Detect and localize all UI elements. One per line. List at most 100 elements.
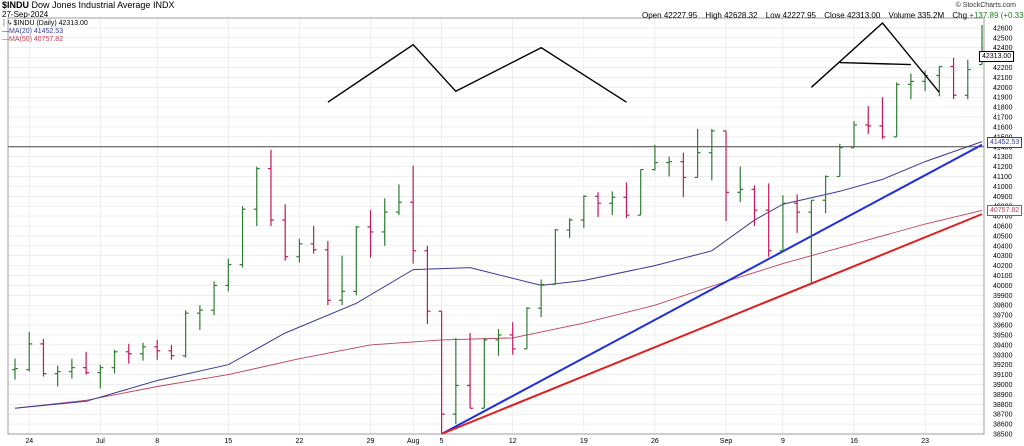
ohlc-bar [83, 351, 90, 375]
chart-date: 27-Sep-2024 [2, 10, 49, 19]
ohlc-bar [879, 97, 886, 139]
x-tick-label: Aug [407, 438, 420, 445]
close-value: 42313.00 [846, 11, 881, 20]
ma20-line [14, 141, 983, 409]
y-tick-label: 38500 [993, 432, 1013, 439]
legend-price-label: $INDU (Daily) 42313.00 [13, 20, 88, 27]
close-price-tag: 42313.00 [979, 51, 1015, 63]
legend-ma50-swatch: — [2, 36, 9, 43]
ohlc-bar [751, 185, 758, 226]
x-tick-label: Jul [96, 438, 105, 445]
x-tick-label: 8 [155, 438, 159, 445]
y-tick-label: 38800 [993, 402, 1013, 409]
x-tick-label: 19 [580, 438, 588, 445]
x-tick-label: 12 [509, 438, 517, 445]
ohlc-bar [907, 73, 914, 100]
ohlc-bar [865, 106, 872, 134]
ohlc-bar [708, 128, 715, 181]
chart-title: $INDU Dow Jones Industrial Average INDX [2, 1, 174, 10]
y-tick-label: 40100 [993, 273, 1013, 280]
legend-price: ⏐↳ $INDU (Daily) 42313.00 [2, 19, 88, 28]
red-trendline [441, 213, 983, 435]
legend-ma50-label: MA(50) 40757.82 [9, 36, 64, 43]
ohlc-bar [950, 57, 957, 100]
ohlc-bar [367, 210, 374, 258]
ohlc-bar [225, 258, 232, 292]
x-tick-label: 24 [25, 438, 33, 445]
y-tick-label: 41900 [993, 95, 1013, 102]
y-tick-label: 42000 [993, 85, 1013, 92]
ohlc-bar [139, 342, 146, 361]
x-tick-label: Sep [720, 438, 733, 445]
y-tick-label: 40500 [993, 233, 1013, 240]
y-tick-label: 41100 [993, 174, 1012, 181]
ohlc-bar [424, 245, 431, 325]
low-label: Low [765, 11, 781, 20]
y-tick-label: 38600 [993, 422, 1013, 429]
y-tick-label: 42100 [993, 75, 1013, 82]
y-tick-label: 38900 [993, 392, 1013, 399]
ohlc-bar [111, 349, 118, 374]
x-tick-label: 22 [296, 438, 304, 445]
ohlc-bar [666, 156, 673, 177]
ohlc-bar [282, 204, 289, 261]
ohlc-bar [381, 198, 388, 246]
ohlc-bar [296, 238, 303, 263]
x-axis: 24 Jul 8 15 22 29 Aug 5 12 19 26 Sep 9 16 23 [25, 438, 929, 445]
ohlc-bar [964, 59, 971, 100]
ohlc-bar [523, 307, 530, 350]
legend-ma20: —MA(20) 41452.53 [2, 27, 63, 36]
ohlc-bar [509, 322, 516, 355]
ohlc-bar [410, 165, 417, 264]
ohlc-bar [211, 281, 218, 316]
ohlc-bar [54, 365, 61, 387]
y-tick-label: 40000 [993, 283, 1013, 290]
ohlc-bar [395, 184, 402, 216]
plot-frame [7, 17, 985, 435]
ohlc-bar [40, 338, 47, 377]
y-tick-label: 41700 [993, 115, 1013, 122]
y-tick-label: 42400 [993, 45, 1013, 52]
ohlc-bar [580, 195, 587, 228]
y-tick-label: 40600 [993, 224, 1013, 231]
ohlc-bar [552, 228, 559, 286]
ohlc-bar [651, 144, 658, 171]
chg-label: Chg [952, 11, 968, 20]
ohlc-bar [794, 194, 801, 233]
y-tick-label: 41300 [993, 154, 1013, 161]
ohlc-bar [97, 364, 104, 389]
x-tick-label: 29 [367, 438, 375, 445]
trendlines [8, 143, 984, 435]
low-value: 42227.95 [782, 11, 817, 20]
y-tick-label: 41000 [993, 184, 1013, 191]
open-value: 42227.95 [663, 11, 698, 20]
y-tick-label: 39000 [993, 382, 1013, 389]
ohlc-bar [452, 337, 459, 425]
ohlc-readout: Open 42227.95 High 42628.32 Low 42227.95… [642, 11, 1024, 20]
y-tick-label: 39200 [993, 362, 1013, 369]
ohlc-bar [893, 82, 900, 138]
ohlc-bar [324, 240, 331, 306]
close-label: Close [824, 11, 845, 20]
y-tick-label: 42500 [993, 35, 1013, 42]
y-tick-label: 38700 [993, 412, 1013, 419]
ohlc-bar [723, 130, 730, 222]
ma20-price-tag: 41452.53 [987, 136, 1023, 148]
ohlc-bar [467, 332, 474, 409]
ohlc-bar [808, 199, 815, 285]
ohlc-bar [154, 339, 161, 360]
y-tick-label: 39700 [993, 313, 1013, 320]
ohlc-bar [239, 206, 246, 268]
ohlc-bar [253, 166, 260, 226]
drawn-patterns [327, 21, 940, 103]
legend-ma20-swatch: — [2, 28, 9, 35]
exchange: INDX [152, 0, 175, 10]
y-tick-label: 39900 [993, 293, 1013, 300]
x-tick-label: 9 [781, 438, 785, 445]
high-label: High [705, 11, 722, 20]
ohlc-bar [125, 343, 132, 364]
ohlc-bar [196, 305, 203, 330]
legend-ma20-label: MA(20) 41452.53 [9, 28, 64, 35]
ohlc-bar [623, 182, 630, 219]
